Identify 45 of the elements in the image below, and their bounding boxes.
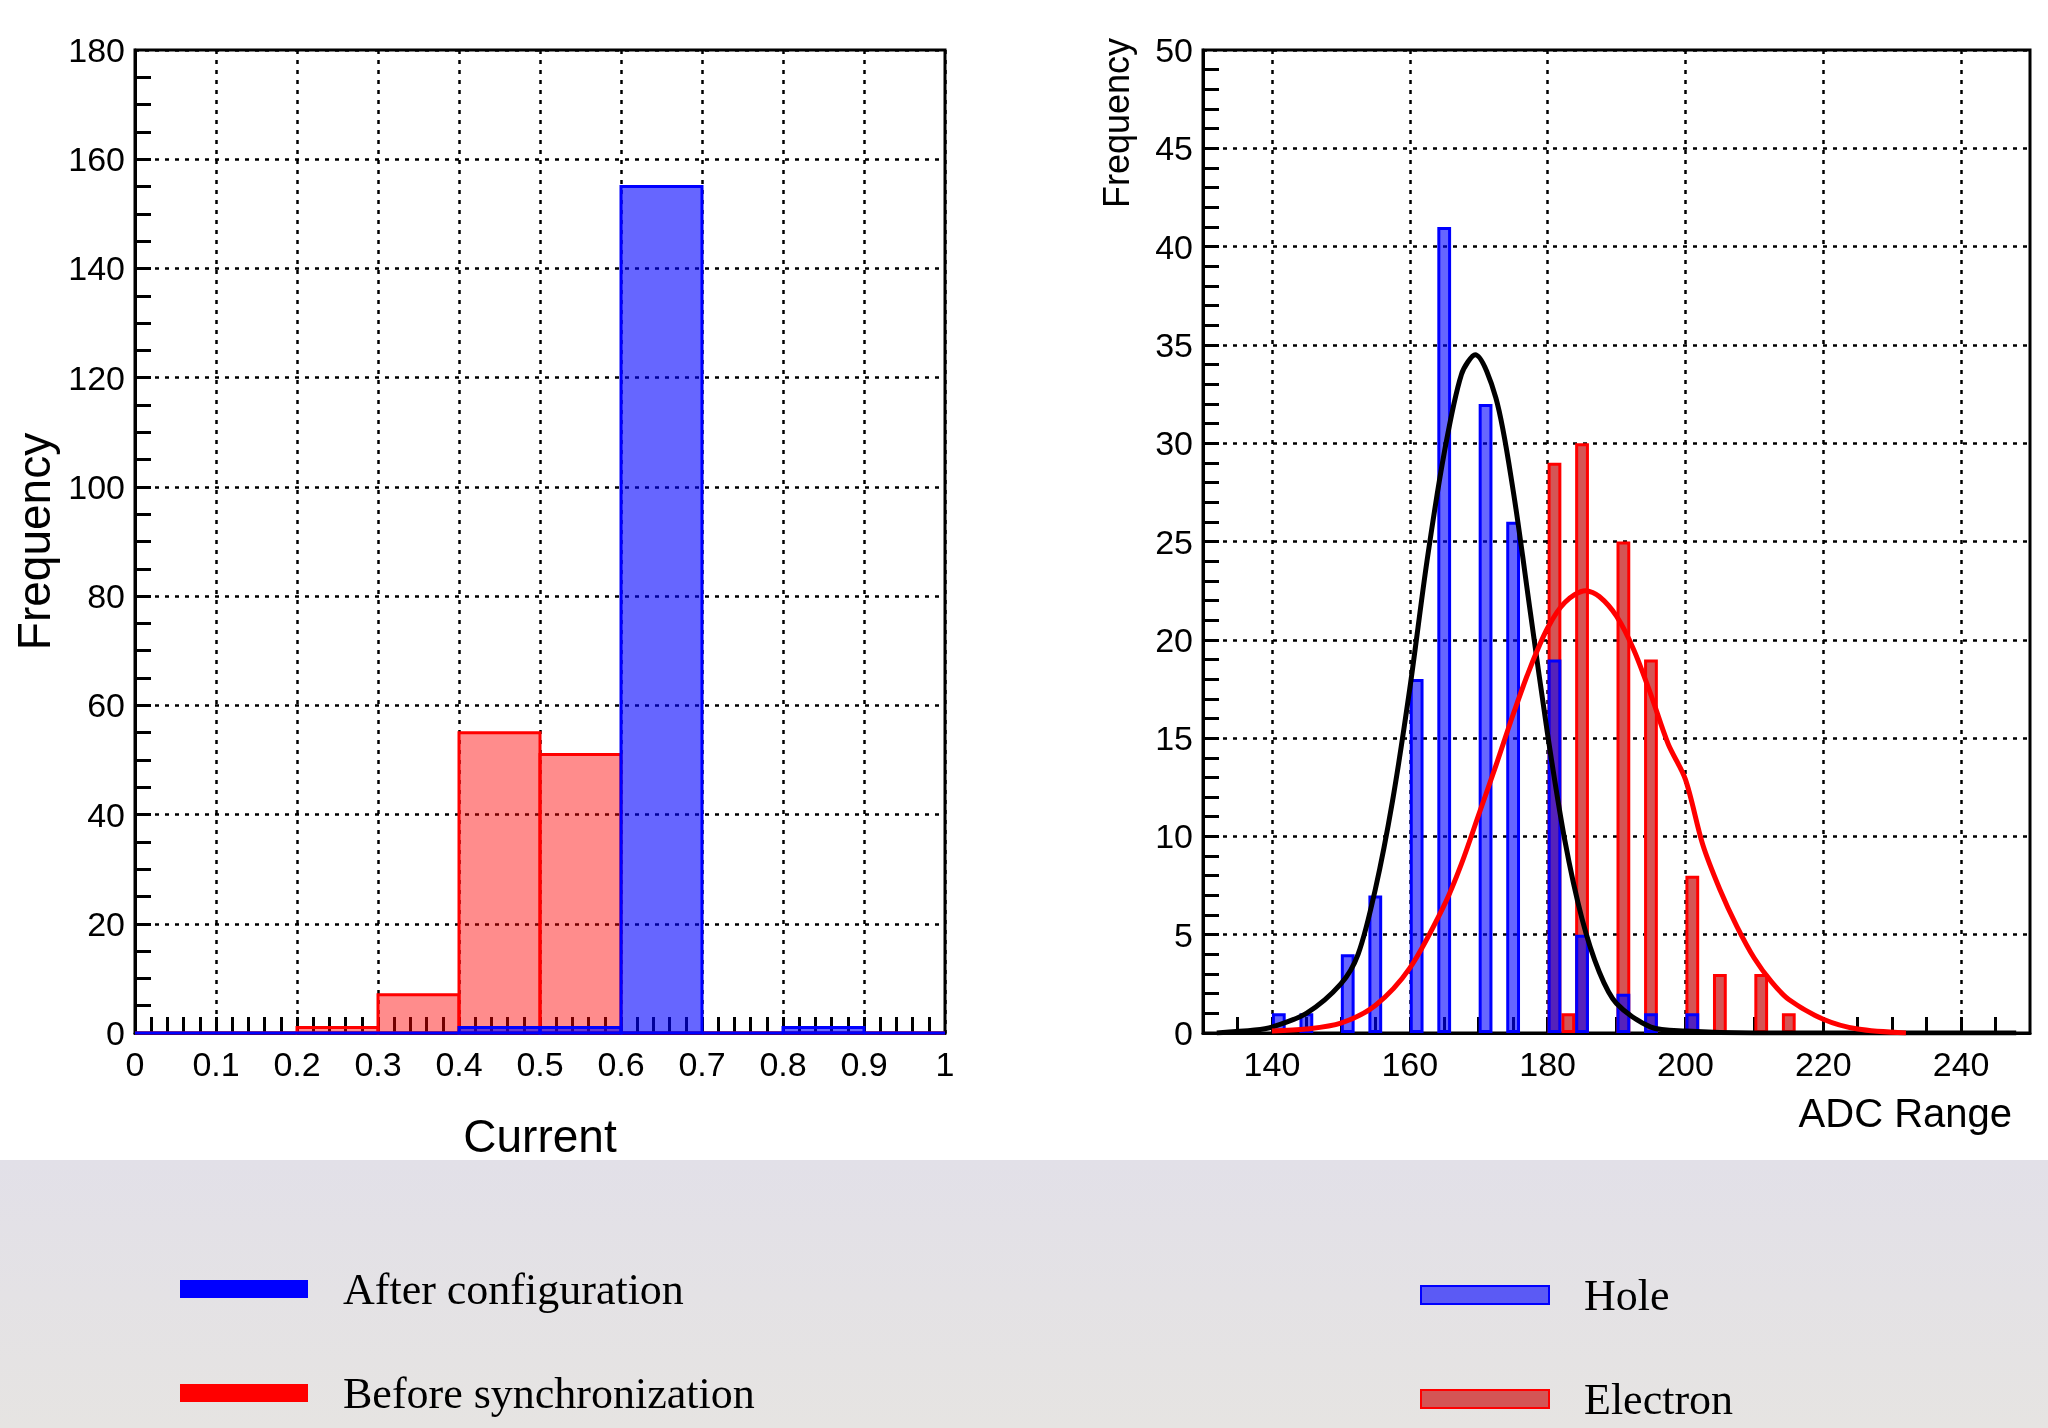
x-axis-title: ADC Range [1798, 1091, 2012, 1135]
x-tick-label: 180 [1519, 1045, 1576, 1083]
x-tick-label: 0.2 [273, 1045, 321, 1083]
y-tick-label: 0 [1174, 1014, 1193, 1052]
legend-label: Before synchronization [343, 1368, 755, 1418]
x-tick-label: 0.7 [678, 1045, 726, 1083]
y-tick-label: 10 [1155, 817, 1193, 856]
x-tick-label: 0.9 [840, 1045, 888, 1083]
y-tick-label: 80 [87, 577, 125, 616]
y-tick-label: 0 [106, 1014, 125, 1052]
x-tick-label: 0.5 [516, 1045, 564, 1083]
x-tick-label: 200 [1657, 1045, 1714, 1083]
x-tick-label: 0.8 [759, 1045, 807, 1083]
x-tick-label: 140 [1243, 1045, 1301, 1083]
legend-label: Hole [1584, 1270, 1670, 1320]
x-tick-label: 240 [1932, 1045, 1990, 1083]
x-tick-label: 0.4 [435, 1045, 483, 1083]
x-tick-label: 0.6 [597, 1045, 645, 1083]
y-tick-label: 60 [87, 686, 125, 725]
y-tick-label: 50 [1155, 31, 1193, 69]
legend-label: Electron [1584, 1374, 1734, 1424]
y-tick-label: 20 [1155, 620, 1193, 659]
y-tick-label: 40 [1155, 227, 1193, 266]
y-tick-label: 20 [87, 904, 125, 943]
legend-label: After configuration [343, 1264, 684, 1314]
y-axis-title: Frequency [1095, 37, 1137, 209]
x-tick-label: 160 [1381, 1045, 1439, 1083]
x-axis-title: Current [463, 1110, 617, 1162]
y-tick-label: 15 [1155, 719, 1193, 758]
y-tick-label: 35 [1155, 325, 1193, 364]
y-tick-label: 45 [1155, 129, 1193, 168]
y-tick-label: 120 [68, 358, 125, 397]
y-tick-label: 25 [1155, 522, 1193, 561]
x-tick-label: 0.1 [192, 1045, 240, 1083]
y-tick-label: 180 [68, 31, 125, 69]
y-tick-label: 140 [68, 249, 125, 288]
y-tick-label: 30 [1155, 424, 1193, 463]
y-tick-label: 160 [68, 140, 125, 179]
y-tick-label: 40 [87, 795, 125, 834]
x-tick-label: 0.3 [354, 1045, 402, 1083]
y-tick-label: 100 [68, 467, 125, 506]
y-tick-label: 5 [1174, 915, 1193, 954]
x-tick-label: 1 [935, 1045, 955, 1083]
x-tick-label: 220 [1794, 1045, 1852, 1083]
y-axis-title: Frequency [8, 432, 61, 651]
